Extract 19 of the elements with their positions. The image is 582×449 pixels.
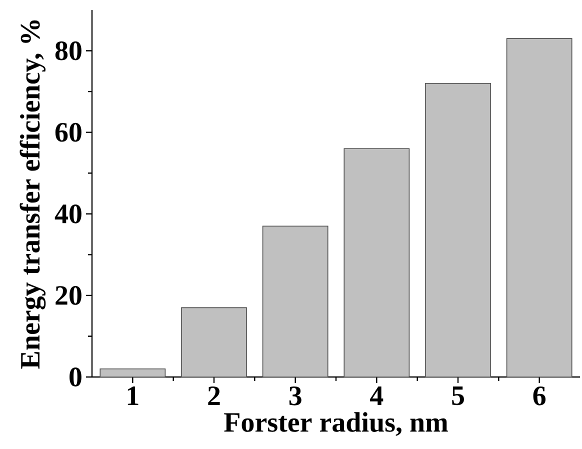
bar [100, 368, 166, 378]
y-axis-title: Energy transfer efficiency, % [20, 20, 46, 369]
x-tick-label: 2 [208, 386, 220, 406]
bar [181, 307, 247, 378]
x-tick-label: 5 [452, 386, 464, 406]
x-tick-label: 3 [289, 386, 302, 406]
y-tick-label: 0 [70, 368, 82, 386]
bar [425, 83, 491, 378]
x-tick-label: 4 [370, 386, 384, 405]
y-tick-label: 20 [56, 286, 82, 305]
x-tick-label: 6 [533, 386, 546, 406]
bar [262, 226, 328, 378]
x-axis-title: Forster radius, nm [224, 412, 448, 436]
x-tick-label: 1 [128, 386, 138, 406]
bar [506, 38, 572, 378]
bar [344, 148, 410, 378]
y-tick-label: 60 [55, 122, 82, 142]
y-tick-label: 80 [55, 41, 82, 60]
y-tick-label: 40 [54, 204, 82, 224]
